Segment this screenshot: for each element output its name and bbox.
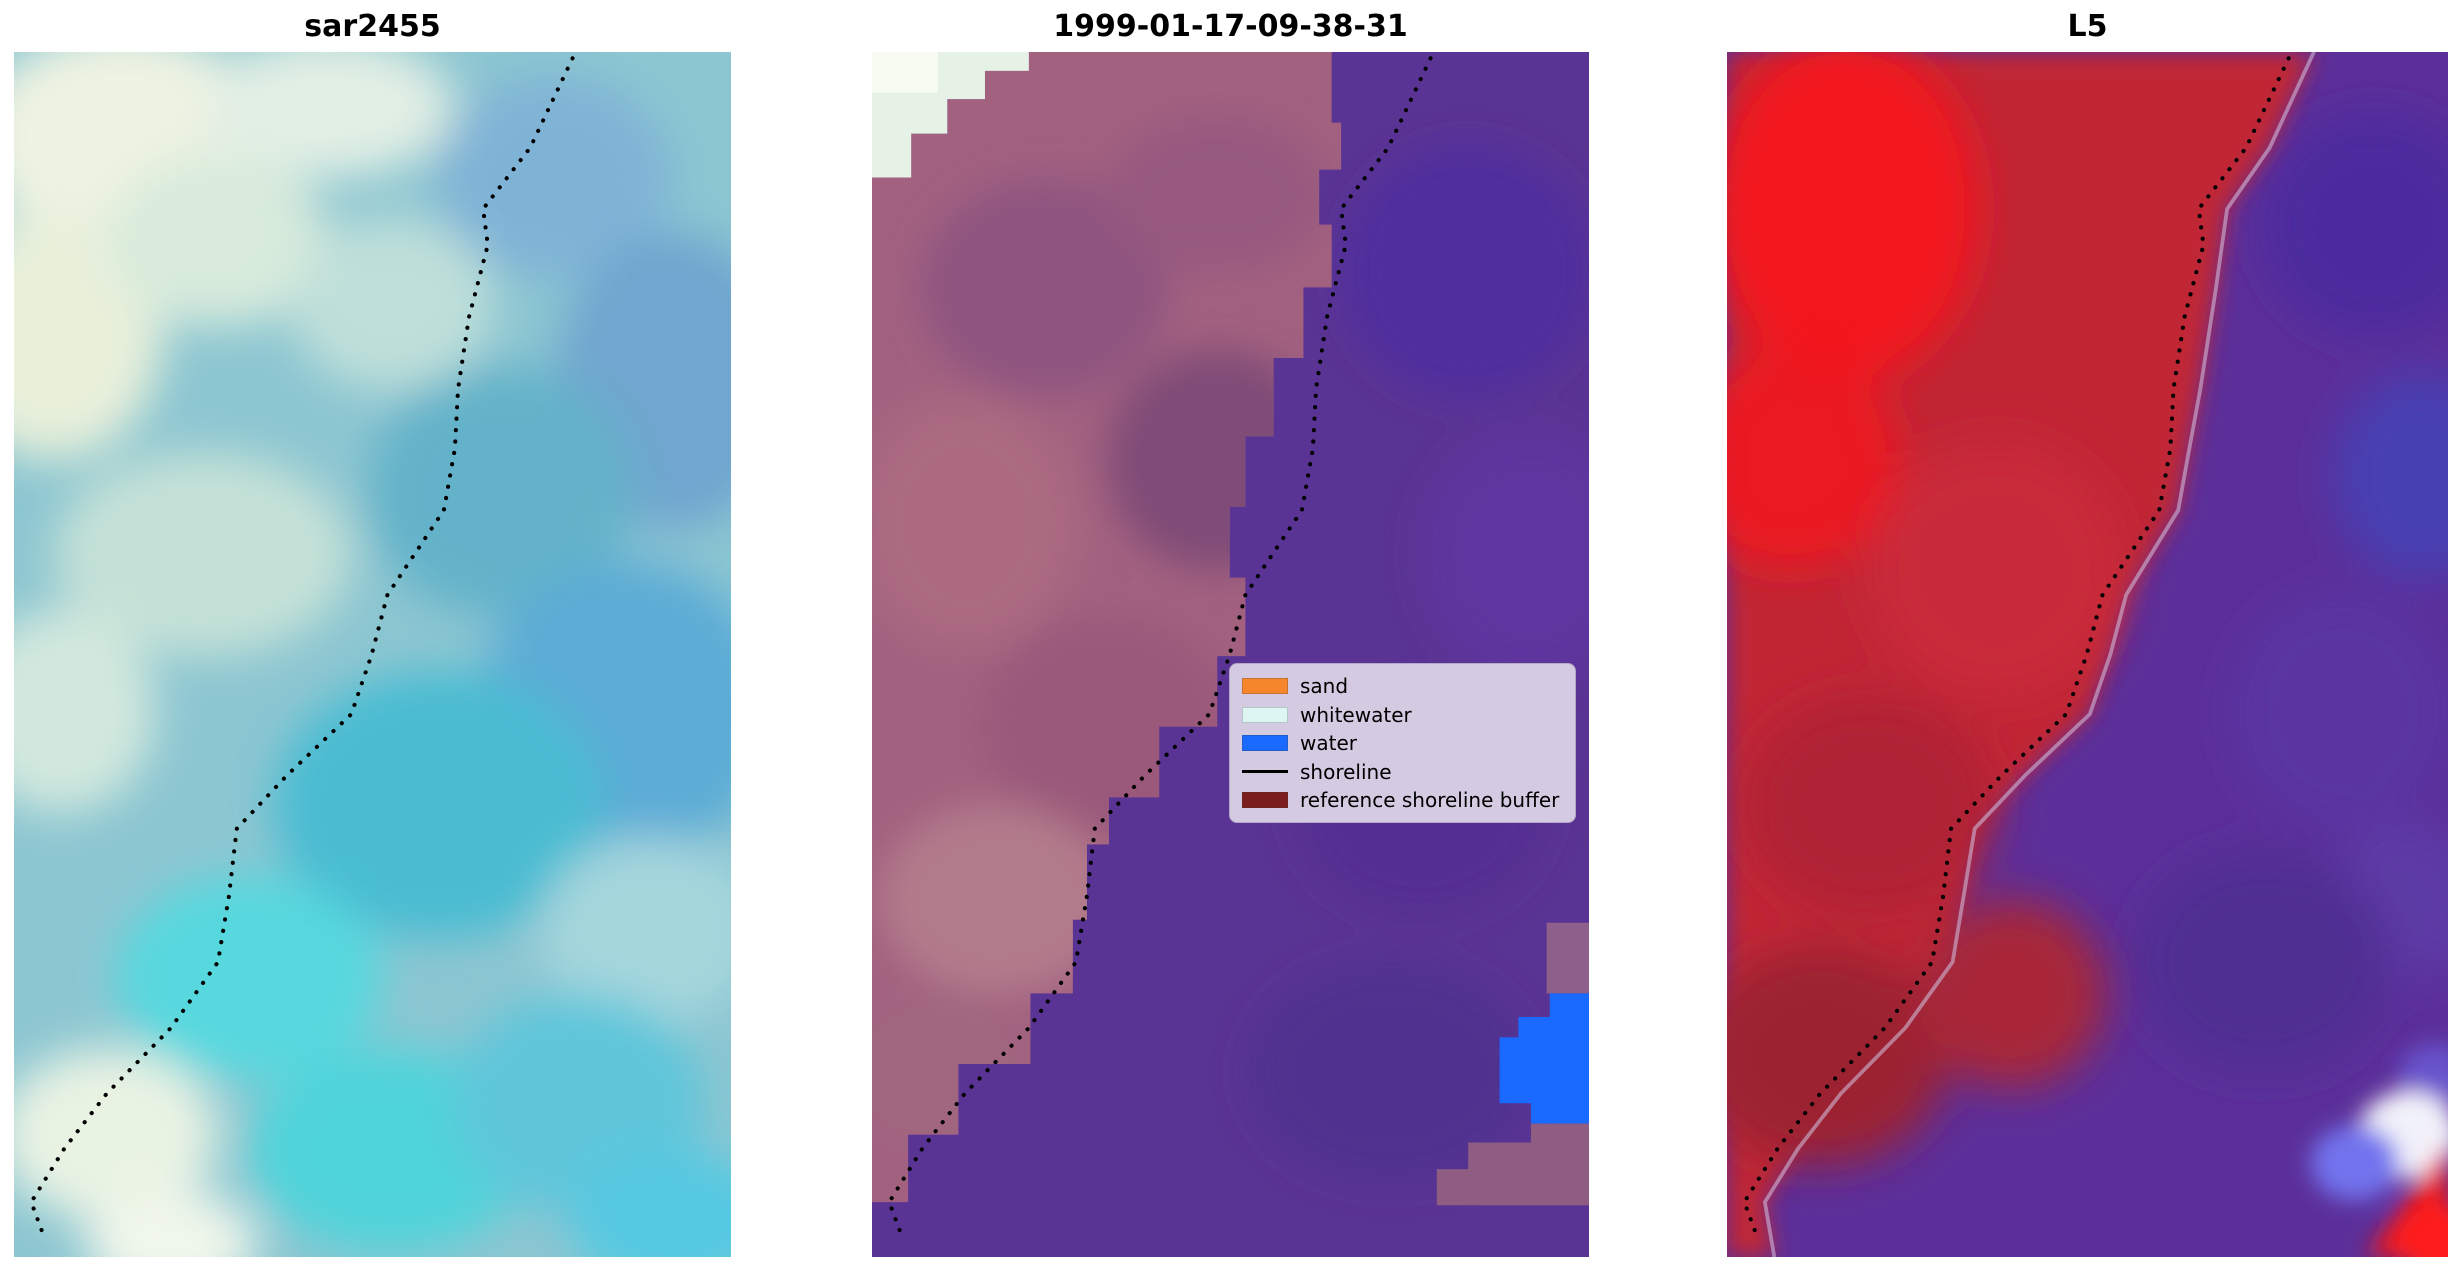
legend-label-water: water	[1300, 731, 1357, 755]
water-patch	[1499, 993, 1589, 1124]
legend-swatch-shoreline	[1242, 770, 1288, 773]
buffer-patch-lower-right	[1436, 1123, 1589, 1206]
classification-image	[872, 52, 1589, 1257]
buffer-patch-upper-right	[1546, 922, 1589, 994]
legend-label-sand: sand	[1300, 674, 1349, 698]
legend-label-shoreline: shoreline	[1300, 759, 1392, 784]
legend-entry-reference-buffer: reference shoreline buffer	[1242, 788, 1563, 812]
sar-texture-blobs	[14, 52, 731, 1257]
legend-entry-water: water	[1242, 731, 1563, 755]
legend-entry-shoreline: shoreline	[1242, 760, 1563, 784]
legend-swatch-sand	[1242, 678, 1288, 694]
l5-purple-texture-blobs	[2137, 114, 2448, 1072]
buffer-outline	[1762, 52, 2316, 1257]
whitewater-bright-block	[872, 52, 938, 93]
legend-label-whitewater: whitewater	[1300, 702, 1412, 727]
buffer-texture-blobs	[872, 114, 1327, 1151]
panel-title-sar: sar2455	[304, 9, 441, 44]
panel-l5	[1727, 52, 2448, 1257]
legend-entry-whitewater: whitewater	[1242, 703, 1563, 727]
sar-image	[14, 52, 731, 1257]
panel-title-l5: L5	[2067, 9, 2108, 44]
l5-bottom-right-patches	[2310, 1043, 2448, 1257]
panel-title-classification: 1999-01-17-09-38-31	[1053, 9, 1408, 44]
legend-label-reference-buffer: reference shoreline buffer	[1300, 788, 1560, 812]
legend-swatch-reference-buffer	[1242, 792, 1288, 808]
legend-entry-sand: sand	[1242, 674, 1563, 698]
shoreline-path	[29, 56, 575, 1234]
legend-swatch-whitewater	[1242, 706, 1288, 723]
shoreline-path	[1742, 56, 2291, 1234]
legend-swatch-water	[1242, 735, 1288, 751]
panel-classification: sand whitewater water shoreline referenc…	[872, 52, 1589, 1257]
shoreline-path	[887, 56, 1433, 1234]
panel-sar	[14, 52, 731, 1257]
l5-red-texture-blobs	[1727, 52, 2122, 1166]
legend-box: sand whitewater water shoreline referenc…	[1229, 663, 1576, 823]
l5-image	[1727, 52, 2448, 1257]
